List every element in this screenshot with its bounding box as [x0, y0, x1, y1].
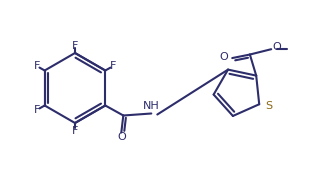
Text: O: O: [272, 42, 281, 52]
Text: F: F: [72, 126, 78, 136]
Text: O: O: [117, 132, 126, 143]
Text: O: O: [219, 52, 228, 62]
Text: F: F: [72, 40, 78, 51]
Text: S: S: [265, 101, 272, 111]
Text: F: F: [34, 105, 40, 115]
Text: F: F: [34, 61, 40, 71]
Text: NH: NH: [143, 101, 160, 111]
Text: F: F: [110, 61, 116, 71]
